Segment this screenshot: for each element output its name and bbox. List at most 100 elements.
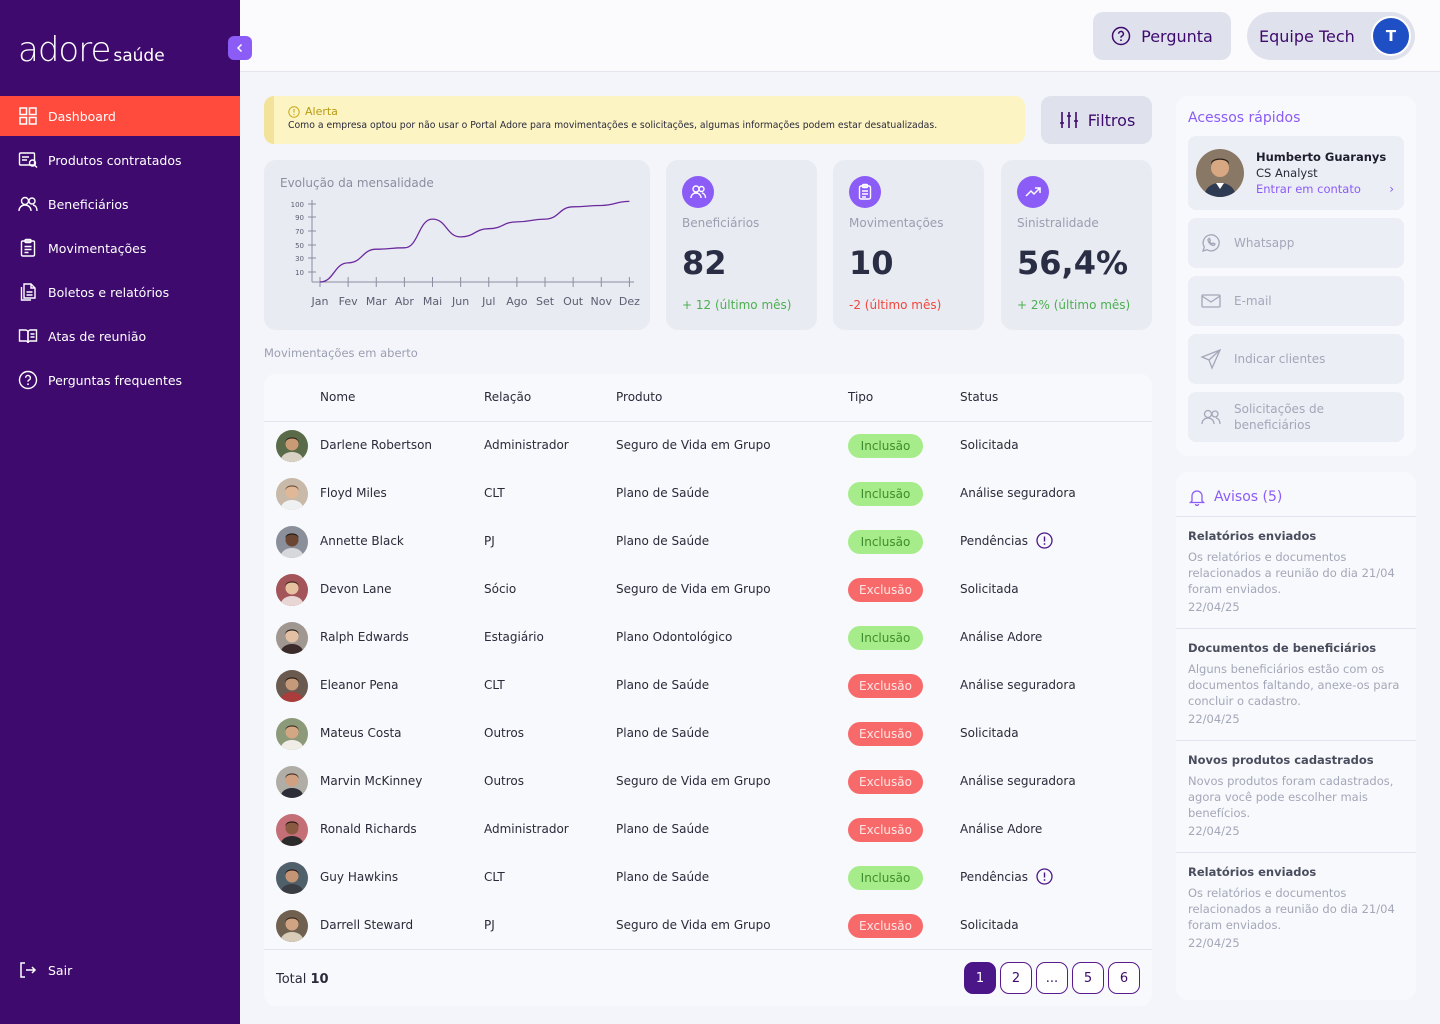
alert-icon: [288, 105, 300, 118]
contact-link[interactable]: Entrar em contato: [1256, 182, 1361, 196]
header-status[interactable]: Status: [960, 390, 999, 404]
brand-logo[interactable]: adore saúde: [18, 30, 165, 70]
quick-refer-clients[interactable]: Indicar clientes: [1188, 334, 1404, 384]
sidebar-item-produtos-contratados[interactable]: Produtos contratados: [0, 140, 240, 180]
cell-relation: CLT: [484, 870, 505, 884]
cell-relation: Outros: [484, 774, 525, 788]
avatar: [276, 766, 308, 798]
type-badge: Exclusão: [848, 770, 923, 794]
header-product[interactable]: Produto: [616, 390, 663, 404]
sidebar-item-benefici-rios[interactable]: Beneficiários: [0, 184, 240, 224]
cell-product: Plano Odontológico: [616, 630, 733, 644]
type-badge: Exclusão: [848, 914, 923, 938]
clipboard-icon: [849, 176, 881, 208]
cell-product: Seguro de Vida em Grupo: [616, 774, 771, 788]
logout-icon: [18, 960, 38, 980]
contract-icon: [18, 150, 38, 170]
cell-name: Annette Black: [320, 534, 404, 548]
x-tick-label: Set: [536, 295, 555, 308]
header-relation[interactable]: Relação: [484, 390, 532, 404]
cell-name: Guy Hawkins: [320, 870, 399, 884]
cell-name: Floyd Miles: [320, 486, 387, 500]
page-button[interactable]: 2: [1000, 962, 1032, 994]
quick-whatsapp[interactable]: Whatsapp: [1188, 218, 1404, 268]
sidebar-item-movimenta-es[interactable]: Movimentações: [0, 228, 240, 268]
question-icon: [18, 370, 38, 390]
table-row[interactable]: Guy Hawkins CLT Plano de Saúde Inclusão Pend…: [264, 854, 1152, 902]
table-row[interactable]: Marvin McKinney Outros Seguro de Vida em G…: [264, 758, 1152, 806]
table-row[interactable]: Mateus Costa Outros Plano de Saúde Exclusão…: [264, 710, 1152, 758]
page-button[interactable]: 5: [1072, 962, 1104, 994]
cell-status: Análise seguradora: [960, 678, 1076, 692]
header-name[interactable]: Nome: [320, 390, 356, 404]
page-button[interactable]: 1: [964, 962, 996, 994]
table-row[interactable]: Eleanor Pena CLT Plano de Saúde Exclusão Aná…: [264, 662, 1152, 710]
alert-title: Alerta: [305, 105, 338, 118]
page-ellipsis[interactable]: ...: [1036, 962, 1068, 994]
stat-delta: + 12 (último mês): [682, 298, 792, 312]
quick-access-title: Acessos rápidos: [1188, 110, 1301, 126]
notice-item[interactable]: Relatórios enviados Os relatórios e docum…: [1176, 516, 1416, 628]
info-icon[interactable]: [1036, 531, 1053, 549]
cell-relation: Sócio: [484, 582, 517, 596]
avatar: [276, 718, 308, 750]
question-button[interactable]: Pergunta: [1093, 12, 1231, 60]
cell-name: Eleanor Pena: [320, 678, 399, 692]
avatar: [276, 574, 308, 606]
table-row[interactable]: Devon Lane Sócio Seguro de Vida em Grupo Ex…: [264, 566, 1152, 614]
cell-relation: PJ: [484, 918, 495, 932]
sidebar-item-atas-de-reuni-o[interactable]: Atas de reunião: [0, 316, 240, 356]
quick-item-label: Indicar clientes: [1234, 352, 1326, 366]
header-type[interactable]: Tipo: [848, 390, 874, 404]
sliders-icon: [1059, 112, 1078, 128]
quick-beneficiary-requests[interactable]: Solicitações de beneficiários: [1188, 392, 1404, 442]
table-row[interactable]: Annette Black PJ Plano de Saúde Inclusão Pen…: [264, 518, 1152, 566]
sidebar-item-boletos-e-relat-rios[interactable]: Boletos e relatórios: [0, 272, 240, 312]
avatar: [276, 478, 308, 510]
cell-relation: Estagiário: [484, 630, 544, 644]
table-row[interactable]: Ronald Richards Administrador Plano de Saú…: [264, 806, 1152, 854]
sidebar-item-perguntas-frequentes[interactable]: Perguntas frequentes: [0, 360, 240, 400]
total-value: 10: [310, 972, 329, 987]
total-count: Total 10: [276, 972, 329, 987]
filters-button[interactable]: Filtros: [1041, 96, 1152, 144]
info-icon[interactable]: [1036, 867, 1053, 885]
stat-card-beneficiaries: Beneficiários 82 + 12 (último mês): [666, 160, 817, 330]
dashboard-icon: [18, 106, 38, 126]
table-row[interactable]: Ralph Edwards Estagiário Plano Odontológic…: [264, 614, 1152, 662]
y-tick-label: 50: [295, 242, 304, 250]
notice-item[interactable]: Relatórios enviados Os relatórios e docum…: [1176, 852, 1416, 964]
table-row[interactable]: Floyd Miles CLT Plano de Saúde Inclusão Anál…: [264, 470, 1152, 518]
notice-date: 22/04/25: [1188, 936, 1240, 950]
logout-button[interactable]: Sair: [18, 960, 72, 980]
cell-relation: Outros: [484, 726, 525, 740]
contact-card[interactable]: Humberto Guaranys CS Analyst Entrar em c…: [1188, 136, 1404, 210]
page-button[interactable]: 6: [1108, 962, 1140, 994]
cell-status: Solicitada: [960, 726, 1019, 740]
stat-value: 82: [682, 244, 727, 282]
collapse-sidebar-button[interactable]: [228, 36, 252, 60]
cell-relation: Administrador: [484, 438, 569, 452]
quick-item-label: Solicitações de beneficiários: [1234, 402, 1325, 432]
notice-title: Novos produtos cadastrados: [1188, 753, 1374, 767]
clipboard-icon: [18, 238, 38, 258]
notice-item[interactable]: Documentos de beneficiários Alguns benefi…: [1176, 628, 1416, 740]
trend-up-icon: [1017, 176, 1049, 208]
status-text: Pendências: [960, 534, 1028, 548]
notice-body: Novos produtos foram cadastrados, agora …: [1188, 774, 1394, 820]
notice-item[interactable]: Novos produtos cadastrados Novos produtos…: [1176, 740, 1416, 852]
brand-name: adore: [18, 30, 111, 70]
table-row[interactable]: Darlene Robertson Administrador Seguro de …: [264, 422, 1152, 470]
status-text: Solicitada: [960, 918, 1019, 932]
sidebar-item-dashboard[interactable]: Dashboard: [0, 96, 240, 136]
table-header: Nome Relação Produto Tipo Status: [264, 374, 1152, 422]
table-row[interactable]: Darrell Steward PJ Seguro de Vida em Grupo…: [264, 902, 1152, 950]
quick-email[interactable]: E-mail: [1188, 276, 1404, 326]
team-initial: T: [1385, 27, 1397, 45]
send-icon: [1200, 348, 1222, 370]
cell-product: Seguro de Vida em Grupo: [616, 918, 771, 932]
avatar: [276, 526, 308, 558]
sidebar-nav: Dashboard Produtos contratados Beneficiári…: [0, 96, 240, 404]
team-menu-button[interactable]: Equipe Tech T: [1247, 12, 1415, 60]
cell-name: Marvin McKinney: [320, 774, 423, 788]
